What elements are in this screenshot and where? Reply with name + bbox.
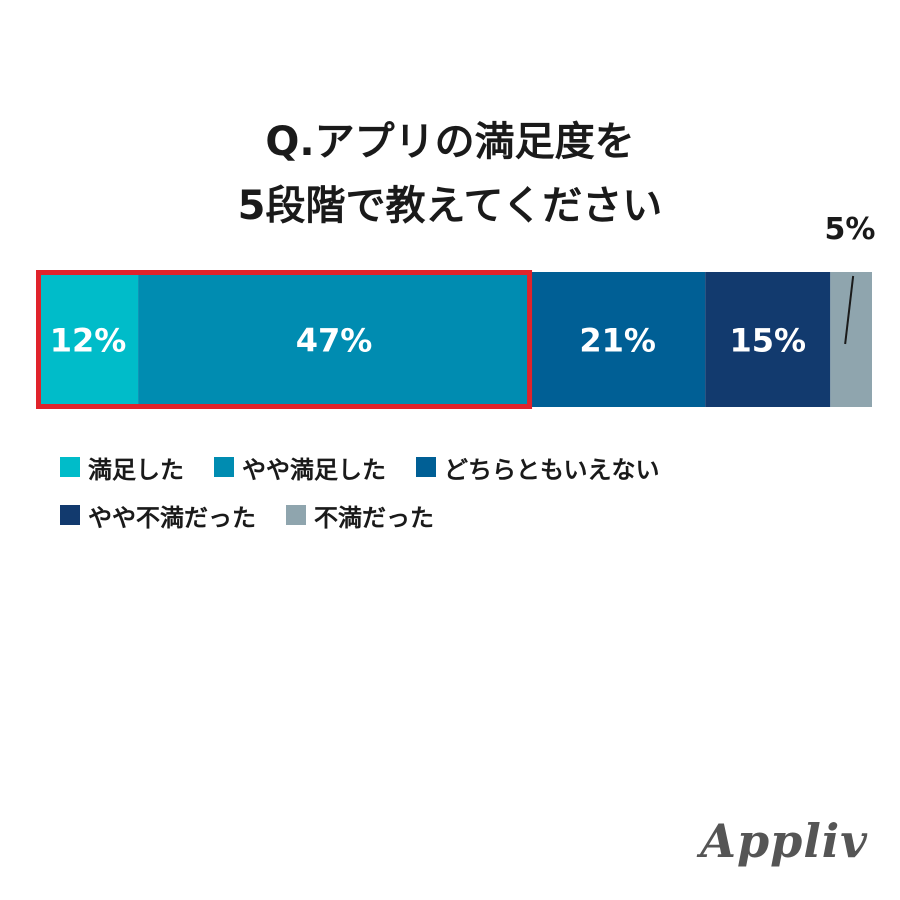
legend-swatch-5	[286, 505, 306, 525]
chart-legend: 満足した やや満足した どちらともいえないやや不満だった 不満だった	[60, 449, 860, 545]
legend-swatch-1	[60, 457, 80, 477]
leader-line-5	[844, 275, 855, 345]
bar-segments	[38, 272, 872, 407]
data-labels: 12% 47% 21% 15% 5%	[50, 212, 876, 360]
chart-title-line2: 5段階で教えてください	[237, 183, 663, 229]
data-label-5: 5%	[825, 212, 876, 247]
chart-title: Q.アプリの満足度を 5段階で教えてください	[0, 110, 900, 238]
legend-item-2: やや満足した	[214, 450, 386, 485]
bar-segment-3	[530, 272, 706, 407]
data-label-2: 47%	[296, 322, 373, 360]
highlight-box	[36, 270, 533, 409]
legend-item-5: 不満だった	[286, 498, 434, 533]
legend-swatch-3	[416, 457, 436, 477]
bar-segment-1	[38, 272, 139, 407]
data-label-4: 15%	[729, 322, 806, 360]
legend-label-5: 不満だった	[314, 503, 434, 532]
data-label-3: 21%	[579, 322, 656, 360]
bar-segment-2	[138, 272, 531, 407]
bar-segment-4	[705, 272, 831, 407]
legend-row-1: 満足した やや満足した どちらともいえない	[60, 449, 860, 485]
legend-swatch-4	[60, 505, 80, 525]
legend-row-2: やや不満だった 不満だった	[60, 497, 860, 533]
legend-label-3: どちらともいえない	[444, 455, 660, 484]
highlight-layer	[36, 270, 533, 409]
legend-label-1: 満足した	[88, 455, 184, 484]
legend-item-4: やや不満だった	[60, 498, 256, 533]
legend-item-1: 満足した	[60, 450, 184, 485]
appliv-logo: Appliv	[700, 814, 868, 868]
chart-title-line1: Q.アプリの満足度を	[265, 119, 635, 165]
legend-label-2: やや満足した	[242, 455, 386, 484]
legend-swatch-2	[214, 457, 234, 477]
legend-label-4: やや不満だった	[88, 503, 256, 532]
data-label-1: 12%	[50, 322, 127, 360]
legend-item-3: どちらともいえない	[416, 450, 660, 485]
